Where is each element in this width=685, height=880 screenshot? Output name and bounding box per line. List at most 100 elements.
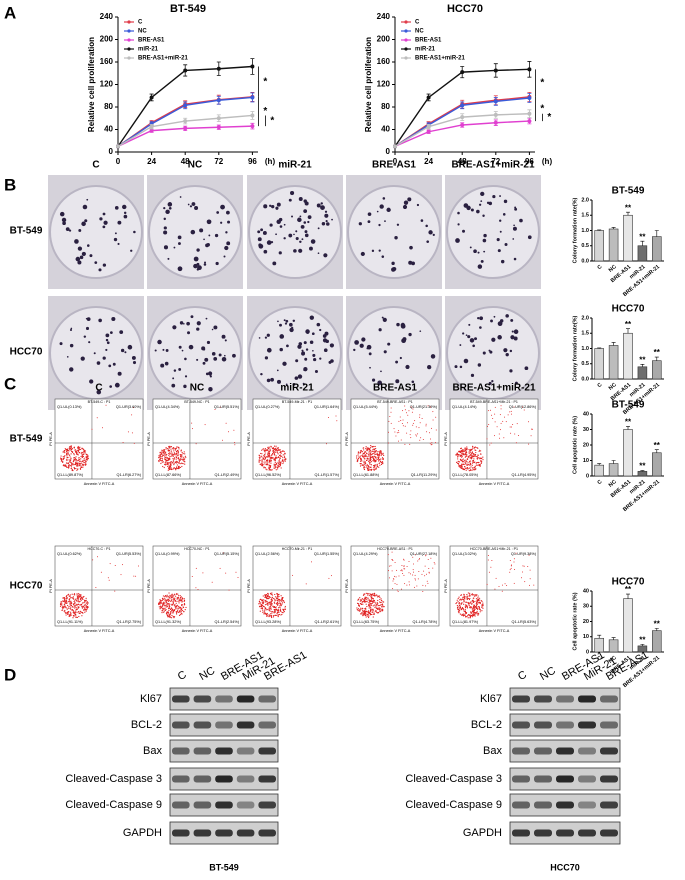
y-tick-label: 160 <box>100 57 114 66</box>
event <box>178 448 179 449</box>
event <box>374 604 375 605</box>
x-axis-label: Annexin V FITC-A <box>282 629 313 633</box>
event <box>370 607 371 608</box>
event <box>468 617 469 618</box>
event <box>78 446 79 447</box>
colony <box>113 363 116 366</box>
event <box>381 606 382 607</box>
y-tick-label: 10 <box>583 634 589 640</box>
band <box>556 802 574 809</box>
band <box>237 776 255 783</box>
colony <box>117 221 121 225</box>
y-axis-label: Cell apoptotic rate (%) <box>572 416 578 474</box>
event <box>192 576 193 577</box>
colony <box>483 251 485 253</box>
event <box>184 600 185 601</box>
colony <box>260 228 263 231</box>
event <box>375 603 376 604</box>
event <box>374 614 375 615</box>
column-label: NC <box>190 383 204 394</box>
event <box>173 595 174 596</box>
event <box>473 458 474 459</box>
event <box>175 605 176 606</box>
event <box>277 465 278 466</box>
event <box>463 599 464 600</box>
event <box>375 610 376 611</box>
event <box>277 615 278 616</box>
quadrant-label: Q1-UL(0.27%) <box>255 405 280 409</box>
event <box>82 448 83 449</box>
event <box>169 453 170 454</box>
colony <box>284 319 286 321</box>
event <box>374 595 375 596</box>
event <box>366 611 367 612</box>
band <box>194 830 212 837</box>
event <box>169 466 170 467</box>
event <box>457 463 458 464</box>
event <box>357 461 358 462</box>
y-tick-label: 1.0 <box>581 346 589 352</box>
event <box>367 449 368 450</box>
event <box>412 557 413 558</box>
event <box>415 434 416 435</box>
event <box>270 467 271 468</box>
event <box>78 593 79 594</box>
event <box>469 461 470 462</box>
event <box>511 411 512 412</box>
event <box>269 469 270 470</box>
plot-title: BT-549-BRE-AS1+Mir-21 : P1 <box>470 400 518 404</box>
bar <box>638 246 647 261</box>
event <box>466 470 467 471</box>
event <box>170 611 171 612</box>
event <box>363 465 364 466</box>
colony <box>265 356 268 359</box>
colony <box>267 379 271 383</box>
colony <box>368 212 372 216</box>
event <box>267 447 268 448</box>
event <box>162 462 163 463</box>
event <box>74 457 75 458</box>
colony <box>270 378 274 382</box>
event <box>175 596 176 597</box>
event <box>274 465 275 466</box>
event <box>165 607 166 608</box>
event <box>83 609 84 610</box>
event <box>335 415 336 416</box>
event <box>76 609 77 610</box>
event <box>177 605 178 606</box>
band <box>194 722 212 729</box>
colony <box>108 364 111 367</box>
colony <box>89 379 93 383</box>
event <box>275 596 276 597</box>
colony <box>505 314 509 318</box>
colony <box>417 204 419 206</box>
event <box>166 612 167 613</box>
event <box>373 614 374 615</box>
event <box>76 600 77 601</box>
event <box>165 599 166 600</box>
point <box>494 68 498 72</box>
event <box>418 427 419 428</box>
colony <box>503 348 507 352</box>
event <box>83 462 84 463</box>
band <box>172 830 190 837</box>
event <box>71 462 72 463</box>
x-tick-label: 72 <box>214 157 223 166</box>
colony <box>361 337 365 341</box>
event <box>496 578 497 579</box>
event <box>380 611 381 612</box>
event <box>362 614 363 615</box>
event <box>370 614 371 615</box>
colony <box>226 211 230 215</box>
event <box>461 451 462 452</box>
event <box>458 464 459 465</box>
event <box>277 605 278 606</box>
event <box>165 460 166 461</box>
event <box>376 458 377 459</box>
colony <box>457 212 460 215</box>
event <box>263 595 264 596</box>
quadrant-label: Q1-UR(5.51%) <box>214 405 240 409</box>
event <box>282 612 283 613</box>
event <box>179 610 180 611</box>
event <box>276 597 277 598</box>
